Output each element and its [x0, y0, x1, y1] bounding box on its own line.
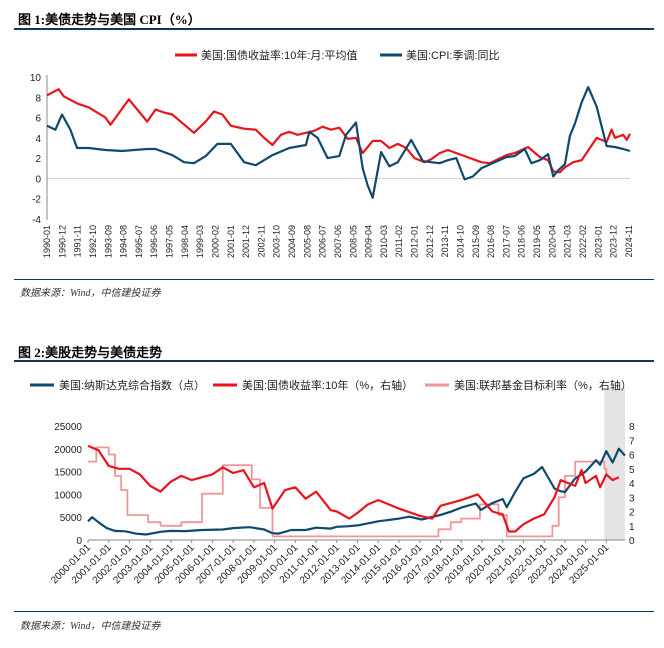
c2-ytick-right-5: 3 [629, 493, 635, 504]
c1-ytick-5: 0 [35, 174, 41, 185]
c1-xtick-6: 1995-07 [134, 225, 144, 258]
c1-xtick-29: 2016-08 [486, 225, 496, 258]
c1-xtick-21: 2009-04 [364, 225, 374, 258]
c1-xtick-17: 2005-08 [302, 225, 312, 258]
c1-xtick-13: 2001-12 [241, 225, 251, 258]
c1-xtick-24: 2012-01 [410, 225, 420, 258]
c1-xtick-16: 2004-09 [287, 225, 297, 258]
c2-legend-label-2: 美国:联邦基金目标利率（%，右轴） [454, 378, 632, 392]
c1-xtick-32: 2019-05 [532, 225, 542, 258]
c1-xtick-10: 1999-03 [195, 225, 205, 258]
c1-ytick-2: 6 [35, 114, 41, 125]
c2-ytick-right-1: 7 [629, 436, 635, 447]
c1-xtick-31: 2018-06 [517, 225, 527, 258]
c1-ytick-3: 4 [35, 134, 41, 145]
c1-xtick-28: 2015-09 [471, 225, 481, 258]
c1-series-line-1 [46, 86, 631, 199]
c1-series-line-0 [46, 88, 631, 174]
c1-xtick-37: 2023-12 [609, 225, 619, 258]
c1-xtick-20: 2008-05 [348, 225, 358, 258]
c2-ytick-left-2: 15000 [54, 468, 82, 479]
c2-ytick-right-0: 8 [629, 422, 635, 433]
figure2-top-rule [14, 360, 654, 362]
figure2-source: 数据来源：Wind，中信建投证券 [20, 621, 161, 632]
c1-xtick-4: 1993-09 [103, 225, 113, 258]
c1-xtick-3: 1992-10 [88, 225, 98, 258]
c2-series-line-0 [87, 447, 626, 536]
c1-xtick-9: 1998-04 [180, 225, 190, 258]
c1-xtick-23: 2011-02 [394, 225, 404, 257]
figure1-source: 数据来源：Wind，中信建投证券 [20, 288, 161, 299]
c1-ytick-7: -4 [32, 215, 41, 226]
c1-xtick-15: 2003-10 [272, 225, 282, 258]
c1-xtick-5: 1994-08 [119, 225, 129, 258]
c1-legend-label-1: 美国:CPI:季调:同比 [406, 49, 500, 62]
c2-ytick-right-4: 4 [629, 479, 635, 490]
figure2-title: 图 2:美股走势与美债走势 [18, 345, 163, 360]
c2-legend-label-0: 美国:纳斯达克综合指数（点） [59, 378, 205, 392]
c1-xtick-35: 2022-02 [578, 225, 588, 258]
c1-xtick-34: 2021-03 [563, 225, 573, 258]
c2-ytick-left-5: 0 [76, 536, 82, 547]
c2-ytick-right-7: 1 [629, 522, 635, 533]
figure1-top-rule [14, 28, 654, 30]
c2-ytick-left-0: 25000 [54, 422, 82, 433]
c1-xtick-14: 2002-11 [256, 225, 266, 257]
c2-shaded-region [604, 388, 625, 540]
c2-series-line-1 [87, 444, 620, 533]
c1-xtick-12: 2001-01 [226, 225, 236, 258]
c1-ytick-6: -2 [32, 195, 41, 206]
c1-xtick-8: 1997-05 [165, 225, 175, 258]
figure1-bottom-rule [14, 279, 654, 280]
c2-series-line-2 [88, 446, 608, 538]
c1-xtick-30: 2017-07 [501, 225, 511, 258]
c2-ytick-left-1: 20000 [54, 445, 82, 456]
c1-xtick-18: 2006-07 [318, 225, 328, 258]
c2-ytick-left-3: 10000 [54, 490, 82, 501]
c1-ytick-1: 8 [35, 93, 41, 104]
c2-ytick-right-6: 2 [629, 508, 635, 519]
c1-xtick-0: 1990-01 [42, 225, 52, 258]
c2-ytick-right-2: 6 [629, 451, 635, 462]
figure2-bottom-rule [14, 611, 654, 612]
c1-xtick-11: 2000-02 [210, 225, 220, 258]
c1-legend-label-0: 美国:国债收益率:10年:月:平均值 [201, 48, 357, 62]
c2-legend-label-1: 美国:国债收益率:10年（%，右轴） [242, 378, 413, 392]
c1-xtick-27: 2014-10 [455, 225, 465, 258]
c1-xtick-7: 1996-06 [149, 225, 159, 258]
c1-xtick-36: 2023-01 [593, 225, 603, 258]
figure1-title: 图 1:美债走势与美国 CPI（%） [18, 12, 201, 27]
c1-xtick-2: 1991-11 [73, 225, 83, 257]
c2-ytick-right-3: 5 [629, 465, 635, 476]
c1-xtick-22: 2010-03 [379, 225, 389, 258]
c1-ytick-0: 10 [30, 73, 42, 84]
c1-xtick-19: 2007-06 [333, 225, 343, 258]
c1-ytick-4: 2 [35, 154, 41, 165]
c1-xtick-26: 2013-11 [440, 225, 450, 257]
c1-xtick-33: 2020-04 [547, 225, 557, 258]
c2-ytick-left-4: 5000 [60, 513, 83, 524]
c1-xtick-38: 2024-11 [624, 225, 634, 257]
c1-xtick-25: 2012-12 [425, 225, 435, 258]
c1-xtick-1: 1990-12 [57, 225, 67, 258]
c2-ytick-right-8: 0 [629, 536, 635, 547]
